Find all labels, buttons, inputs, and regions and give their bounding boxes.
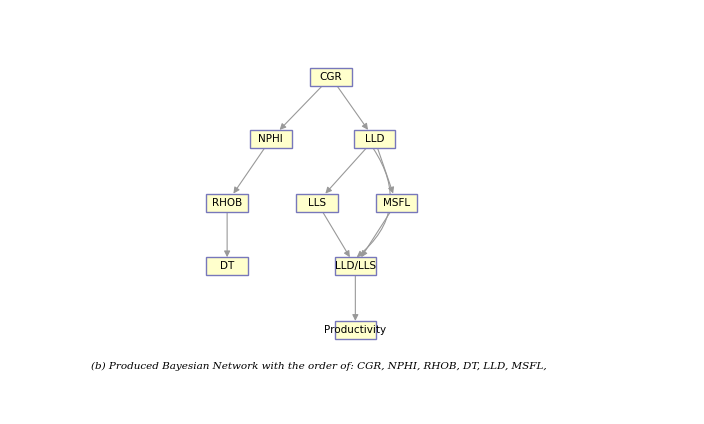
FancyBboxPatch shape	[250, 130, 291, 148]
FancyBboxPatch shape	[206, 193, 248, 212]
FancyBboxPatch shape	[310, 68, 351, 86]
Text: MSFL: MSFL	[383, 198, 410, 208]
FancyBboxPatch shape	[296, 193, 338, 212]
Text: LLD: LLD	[365, 134, 384, 144]
Text: (b) Produced Bayesian Network with the order of: CGR, NPHI, RHOB, DT, LLD, MSFL,: (b) Produced Bayesian Network with the o…	[91, 362, 546, 371]
Text: RHOB: RHOB	[212, 198, 242, 208]
Text: LLD/LLS: LLD/LLS	[335, 261, 376, 271]
FancyBboxPatch shape	[334, 321, 376, 339]
Text: CGR: CGR	[320, 72, 342, 82]
FancyBboxPatch shape	[353, 130, 395, 148]
Text: DT: DT	[220, 261, 234, 271]
FancyBboxPatch shape	[206, 257, 248, 276]
FancyBboxPatch shape	[375, 193, 417, 212]
Text: LLS: LLS	[308, 198, 326, 208]
Text: NPHI: NPHI	[258, 134, 283, 144]
FancyBboxPatch shape	[334, 257, 376, 276]
Text: Productivity: Productivity	[325, 325, 386, 335]
